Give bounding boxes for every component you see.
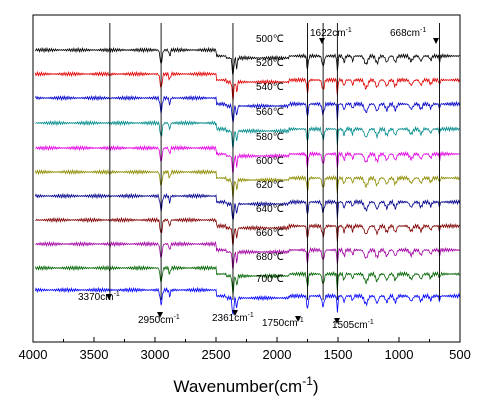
series-line [35, 94, 460, 124]
series-line [35, 286, 460, 316]
peak-annotation-label: 1750cm-1 [262, 317, 304, 329]
series-line [35, 216, 460, 246]
x-tick-label: 2000 [263, 347, 292, 362]
peak-annotation-label: 2361cm-1 [212, 312, 254, 324]
series-line [35, 70, 460, 102]
series-label: 620℃ [256, 180, 284, 191]
x-tick-label: 4000 [19, 347, 48, 362]
peak-arrowhead [295, 316, 301, 322]
peak-arrowhead [319, 38, 325, 44]
x-axis-ticks: 4000 3500 3000 2500 2000 1500 1000 500 [19, 337, 471, 362]
x-tick-label: 2500 [202, 347, 231, 362]
x-axis-title-superscript: -1 [302, 374, 313, 388]
x-tick-label: 1000 [385, 347, 414, 362]
series-line [35, 240, 460, 270]
series-line [35, 264, 460, 296]
peak-annotation-superscript: -1 [346, 27, 352, 34]
series-layer: 500℃ 520℃ 540℃ 560℃ 580℃ 600℃ 620℃ 640℃ 660℃ 680℃… [35, 34, 460, 316]
peak-annotation-label: 3370cm-1 [78, 291, 120, 303]
series-label: 520℃ [256, 58, 284, 69]
series-label: 560℃ [256, 107, 284, 118]
peak-annotation-superscript: -1 [420, 27, 426, 34]
series-label: 700℃ [256, 274, 284, 285]
peak-annotation-text: 1750cm [262, 318, 298, 329]
x-tick-label: 1500 [324, 347, 353, 362]
series-line [35, 144, 460, 174]
peak-annotation-superscript: -1 [174, 314, 180, 321]
peak-annotation-superscript: -1 [248, 312, 254, 319]
peak-annotation-text: 2950cm [138, 315, 174, 326]
series-label: 680℃ [256, 252, 284, 263]
peak-annotation-text: 3370cm [78, 292, 114, 303]
peak-annotation-label: 668cm-1 [390, 27, 426, 39]
peak-annotation-label: 1622cm-1 [310, 27, 352, 39]
peak-annotation-text: 1622cm [310, 28, 346, 39]
peak-annotation-label: 2950cm-1 [138, 314, 180, 326]
series-label: 660℃ [256, 228, 284, 239]
peak-annotation-label: 1505cm-1 [332, 319, 374, 331]
peak-annotation-text: 668cm [390, 28, 420, 39]
peak-arrowhead [232, 310, 238, 316]
peak-arrowhead [433, 38, 439, 44]
series-label: 640℃ [256, 204, 284, 215]
series-label: 540℃ [256, 82, 284, 93]
series-line [35, 46, 460, 77]
peak-annotation-superscript: -1 [298, 317, 304, 324]
series-label: 580℃ [256, 132, 284, 143]
x-tick-label: 3000 [141, 347, 170, 362]
peak-annotation-text: 2361cm [212, 313, 248, 324]
series-line [35, 192, 460, 221]
x-tick-label: 500 [449, 347, 471, 362]
peak-arrowhead [106, 294, 112, 300]
series-label: 600℃ [256, 156, 284, 167]
series-label: 500℃ [256, 34, 284, 45]
x-axis-title: Wavenumber(cm-1) [173, 374, 318, 396]
series-line [35, 168, 460, 200]
peak-annotation-superscript: -1 [368, 319, 374, 326]
series-line [35, 119, 460, 149]
peak-arrowhead [334, 318, 340, 324]
peak-annotation-superscript: -1 [114, 291, 120, 298]
x-tick-label: 3500 [80, 347, 109, 362]
peak-arrowhead [157, 312, 163, 318]
peak-annotation-text: 1505cm [332, 320, 368, 331]
